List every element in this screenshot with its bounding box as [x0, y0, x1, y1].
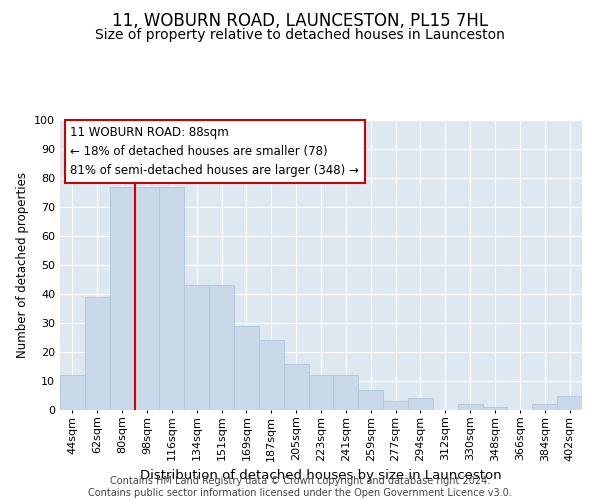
Bar [383, 402, 408, 410]
Text: Contains HM Land Registry data © Crown copyright and database right 2024.
Contai: Contains HM Land Registry data © Crown c… [88, 476, 512, 498]
Bar [308, 375, 334, 410]
Bar [482, 407, 508, 410]
Bar [110, 186, 134, 410]
Text: Size of property relative to detached houses in Launceston: Size of property relative to detached ho… [95, 28, 505, 42]
Bar [334, 375, 358, 410]
Bar [160, 186, 184, 410]
Bar [234, 326, 259, 410]
X-axis label: Distribution of detached houses by size in Launceston: Distribution of detached houses by size … [140, 469, 502, 482]
Bar [557, 396, 582, 410]
Bar [458, 404, 482, 410]
Bar [60, 375, 85, 410]
Text: 11 WOBURN ROAD: 88sqm
← 18% of detached houses are smaller (78)
81% of semi-deta: 11 WOBURN ROAD: 88sqm ← 18% of detached … [70, 126, 359, 177]
Bar [532, 404, 557, 410]
Bar [134, 186, 160, 410]
Bar [85, 297, 110, 410]
Bar [259, 340, 284, 410]
Bar [284, 364, 308, 410]
Bar [209, 286, 234, 410]
Y-axis label: Number of detached properties: Number of detached properties [16, 172, 29, 358]
Bar [358, 390, 383, 410]
Bar [184, 286, 209, 410]
Bar [408, 398, 433, 410]
Text: 11, WOBURN ROAD, LAUNCESTON, PL15 7HL: 11, WOBURN ROAD, LAUNCESTON, PL15 7HL [112, 12, 488, 30]
